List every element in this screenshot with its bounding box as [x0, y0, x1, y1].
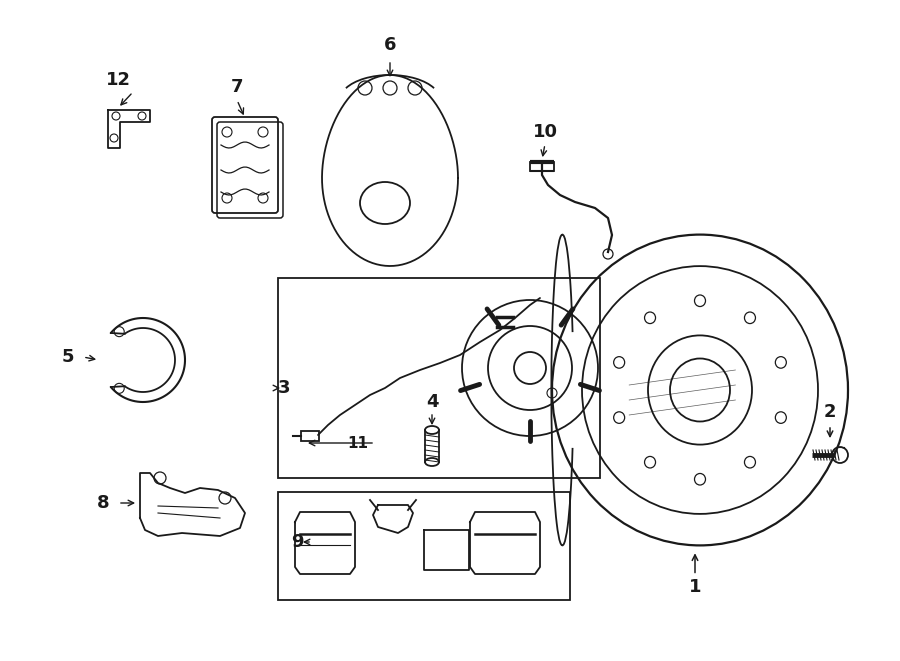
Text: 11: 11 [347, 436, 368, 451]
Text: 5: 5 [62, 348, 74, 366]
Text: 3: 3 [278, 379, 290, 397]
Text: 1: 1 [688, 578, 701, 596]
Text: 12: 12 [105, 71, 130, 89]
Text: 8: 8 [96, 494, 109, 512]
Bar [278, 278, 600, 478]
Text: 6: 6 [383, 36, 396, 54]
Text: 10: 10 [533, 123, 557, 141]
Text: 7: 7 [230, 78, 243, 96]
Bar [301, 431, 319, 441]
Bar [278, 492, 570, 600]
Text: 4: 4 [426, 393, 438, 411]
Text: 9: 9 [291, 533, 303, 551]
Text: 2: 2 [824, 403, 836, 421]
